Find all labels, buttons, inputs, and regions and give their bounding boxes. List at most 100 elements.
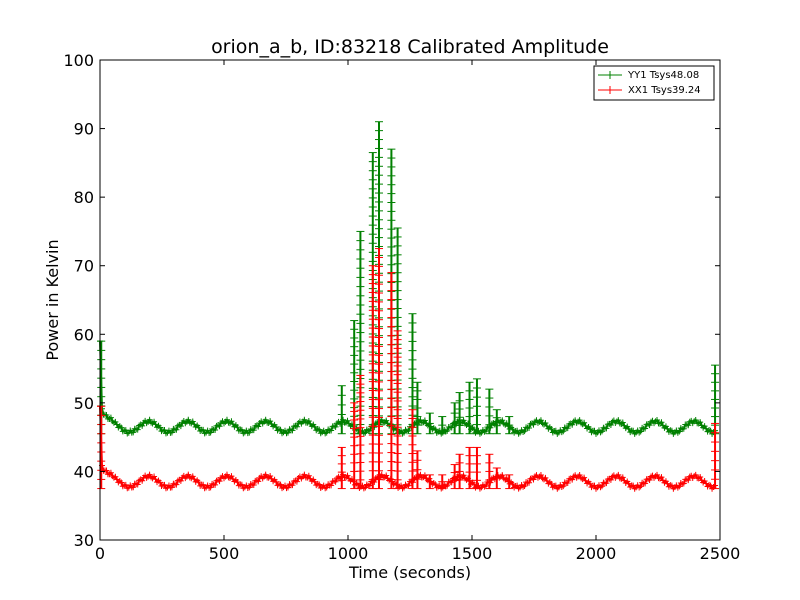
data-point-0 (619, 419, 626, 426)
data-point-1 (124, 485, 131, 492)
data-point-1 (238, 481, 245, 488)
data-point-0 (170, 425, 177, 432)
data-point-1 (293, 478, 300, 485)
data-point-0 (325, 426, 332, 433)
data-point-1 (195, 479, 202, 486)
data-point-0 (520, 428, 527, 435)
data-point-1 (520, 483, 527, 490)
data-point-0 (250, 427, 257, 434)
data-point-0 (253, 422, 260, 429)
data-point-0 (255, 423, 262, 430)
data-point-0 (537, 417, 544, 424)
y-tick-label: 30 (74, 531, 94, 550)
data-point-1 (569, 476, 576, 483)
data-point-1 (146, 471, 153, 478)
ticks-layer: 0 500 1000 1500 2000 2500 30 40 50 60 70 80 90 100 (63, 51, 740, 563)
data-point-0 (581, 419, 588, 426)
data-point-1 (161, 481, 168, 488)
data-point-1 (162, 485, 169, 492)
data-point-0 (139, 422, 146, 429)
data-point-0 (195, 424, 202, 431)
data-point-1 (686, 473, 693, 480)
data-point-1 (255, 478, 262, 485)
data-point-0 (161, 427, 168, 434)
data-point-0 (569, 421, 576, 428)
data-point-1 (301, 471, 308, 478)
series-1 (97, 248, 720, 492)
x-tick-label: 1500 (452, 544, 493, 563)
data-point-0 (615, 417, 622, 424)
data-point-0 (107, 414, 114, 421)
data-point-1 (344, 472, 351, 479)
data-point-0 (313, 427, 320, 434)
data-point-1 (212, 481, 219, 488)
data-point-1 (253, 477, 260, 484)
data-point-0 (654, 417, 661, 424)
data-point-1 (118, 479, 125, 486)
data-point-0 (560, 428, 567, 435)
data-point-1 (593, 485, 599, 492)
data-point-0 (421, 417, 428, 424)
data-point-0 (564, 425, 571, 432)
data-point-1 (170, 480, 177, 487)
data-point-0 (573, 419, 580, 426)
data-point-1 (332, 478, 339, 485)
data-point-1 (558, 484, 565, 491)
data-point-0 (703, 425, 710, 432)
data-point-0 (576, 417, 583, 424)
data-point-0 (578, 420, 585, 427)
data-point-0 (292, 422, 299, 429)
data-point-1 (319, 483, 326, 490)
data-point-0 (658, 419, 665, 426)
data-point-1 (697, 473, 704, 480)
data-point-0 (191, 421, 198, 428)
data-point-1 (107, 469, 114, 476)
data-point-0 (207, 429, 214, 436)
data-point-0 (162, 430, 169, 437)
data-point-1 (119, 483, 126, 490)
data-point-1 (566, 475, 573, 482)
y-tick-label: 90 (74, 120, 94, 139)
data-point-1 (581, 474, 588, 481)
data-point-1 (328, 482, 335, 489)
data-point-1 (654, 471, 661, 478)
data-point-1 (543, 477, 550, 484)
data-point-0 (683, 421, 690, 428)
data-point-0 (685, 422, 692, 429)
data-point-1 (701, 477, 708, 484)
data-point-1 (642, 480, 649, 487)
data-point-1 (564, 479, 571, 486)
data-point-1 (637, 483, 644, 490)
data-point-0 (593, 430, 599, 437)
data-point-0 (235, 427, 242, 434)
data-point-0 (607, 421, 614, 428)
y-tick-label: 70 (74, 257, 94, 276)
data-point-1 (267, 472, 274, 479)
data-point-0 (444, 427, 451, 434)
data-point-1 (130, 484, 137, 491)
data-point-0 (267, 418, 274, 425)
data-point-1 (289, 482, 296, 489)
x-axis-label: Time (seconds) (348, 563, 471, 582)
data-point-0 (383, 417, 390, 424)
data-point-1 (314, 480, 321, 487)
data-point-0 (295, 420, 302, 427)
data-point-1 (283, 485, 290, 492)
data-point-1 (157, 479, 164, 486)
data-point-1 (560, 483, 567, 490)
data-point-0 (616, 420, 623, 427)
data-point-1 (600, 479, 607, 486)
data-point-1 (521, 483, 528, 490)
data-point-0 (124, 430, 131, 437)
data-point-1 (189, 473, 196, 480)
data-point-1 (537, 472, 544, 479)
data-point-0 (119, 428, 126, 435)
x-tick-label: 2000 (576, 544, 617, 563)
y-axis-label: Power in Kelvin (43, 239, 62, 360)
data-point-0 (112, 418, 119, 425)
data-point-0 (561, 424, 568, 431)
data-point-0 (677, 425, 684, 432)
data-point-1 (207, 484, 214, 491)
data-point-1 (216, 478, 223, 485)
data-point-0 (527, 420, 534, 427)
